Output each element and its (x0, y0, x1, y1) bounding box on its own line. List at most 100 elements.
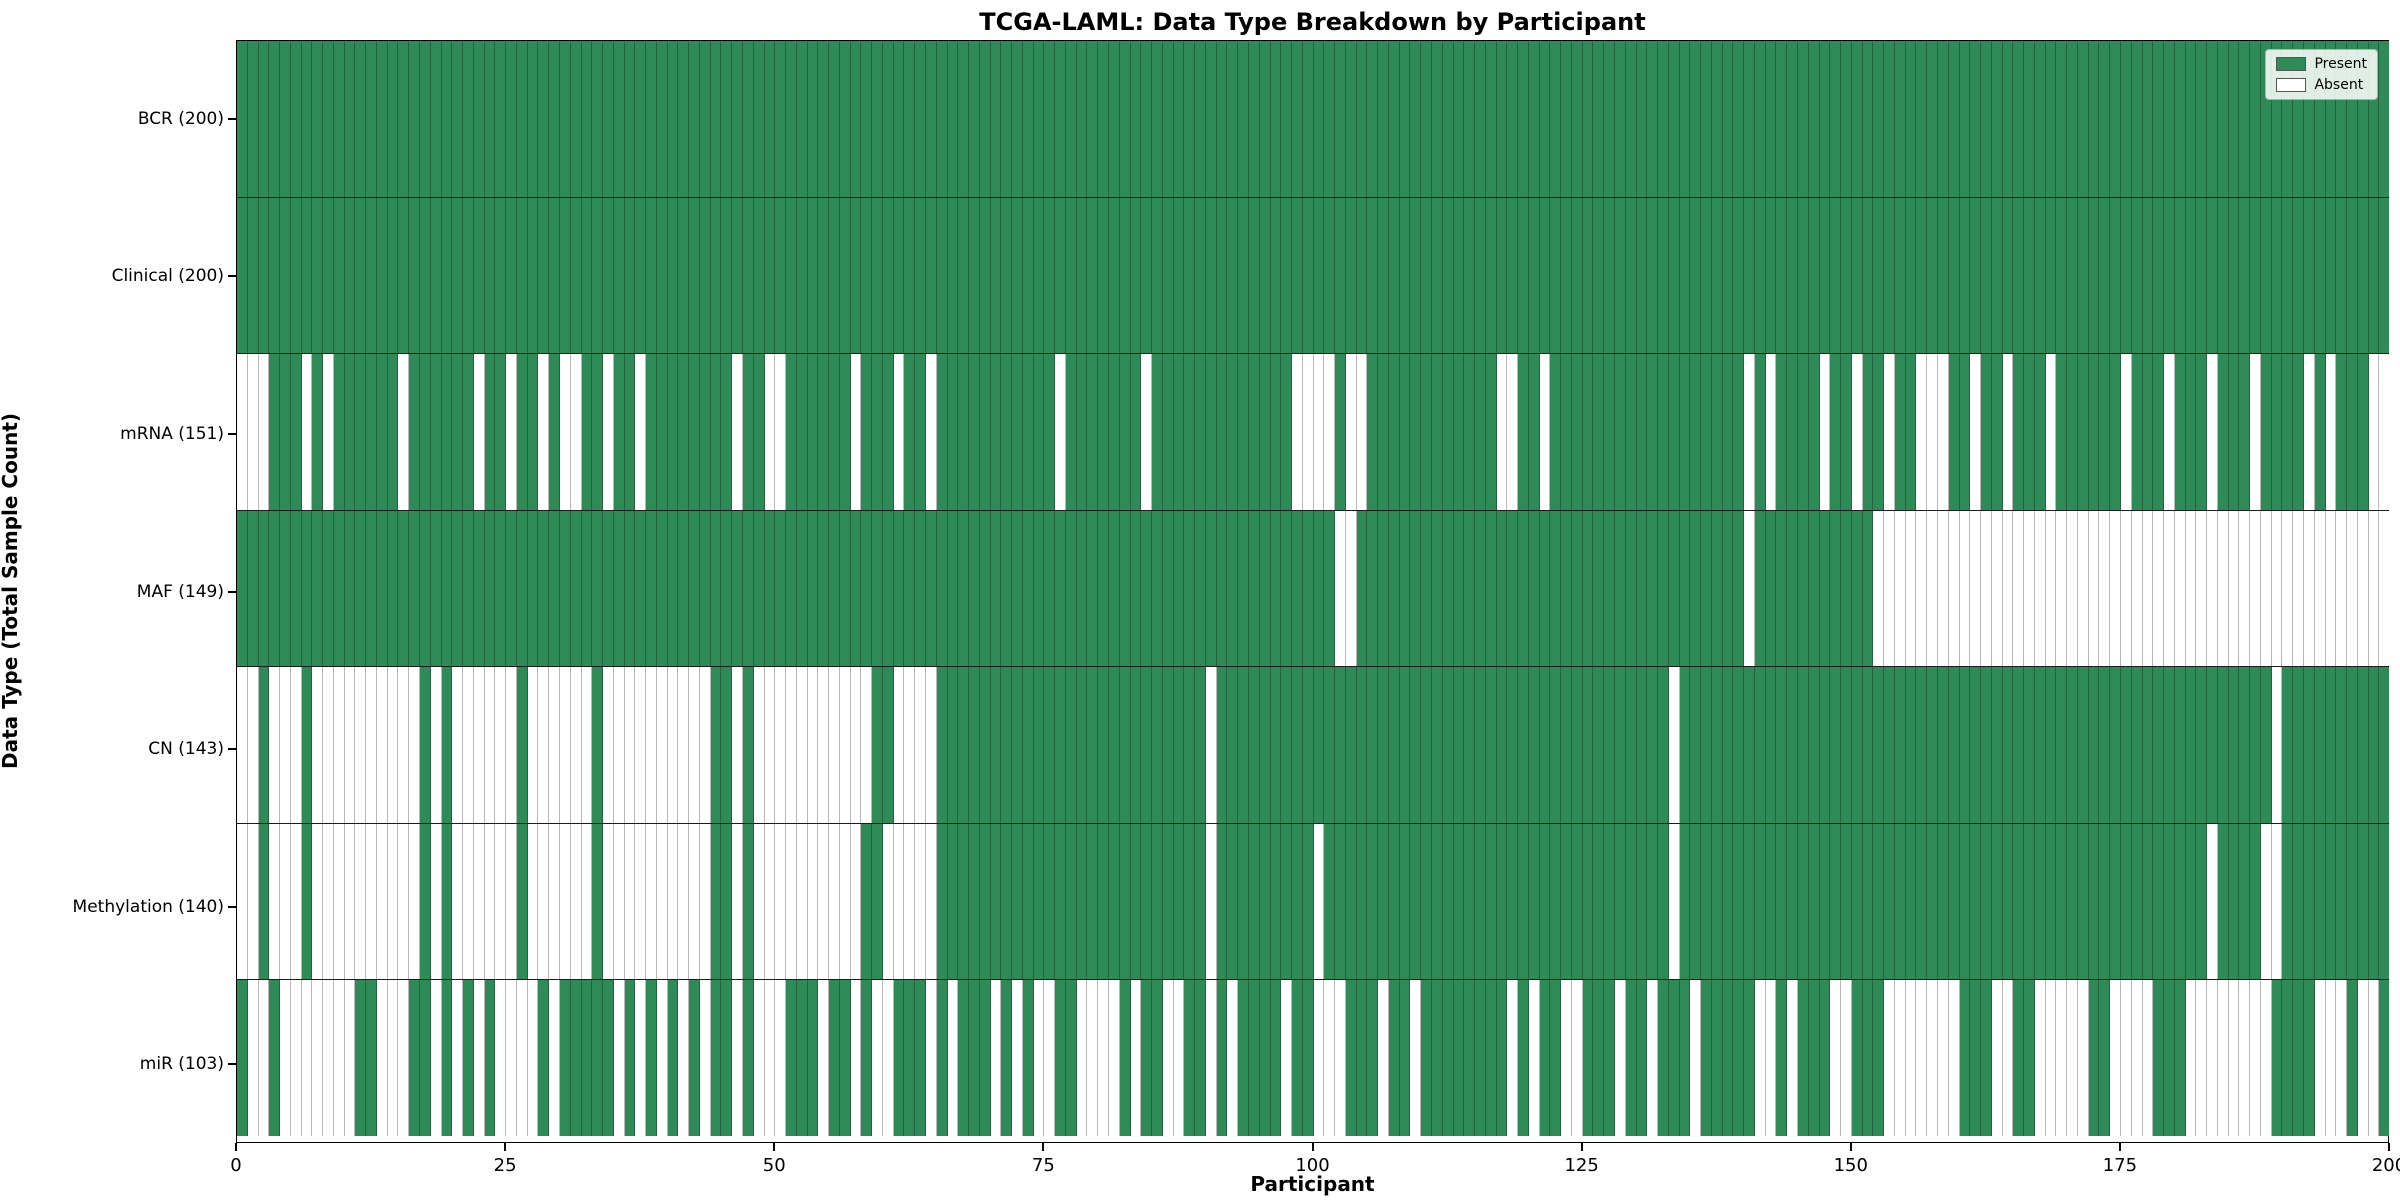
heatmap-cell (355, 354, 367, 510)
heatmap-cell (1744, 197, 1755, 354)
heatmap-cell (699, 980, 711, 1137)
heatmap-cell (592, 41, 604, 197)
heatmap-cell (721, 41, 733, 197)
heatmap-cell (473, 354, 485, 510)
heatmap-cell (1593, 197, 1605, 354)
heatmap-cell (861, 41, 873, 197)
heatmap-cell (936, 823, 948, 980)
heatmap-cell (732, 980, 743, 1137)
heatmap-cell (1905, 354, 1917, 510)
heatmap-cell (1948, 197, 1960, 354)
heatmap-cell (732, 510, 743, 667)
heatmap-cell (872, 667, 883, 823)
heatmap-cell (452, 510, 464, 667)
heatmap-cell (2002, 510, 2014, 667)
heatmap-cell (678, 823, 690, 980)
heatmap-cell (1248, 823, 1260, 980)
heatmap-cell (237, 41, 248, 197)
heatmap-cell (420, 823, 431, 980)
heatmap-cell (581, 510, 593, 667)
heatmap-cell (1615, 980, 1626, 1137)
heatmap-cell (818, 354, 830, 510)
heatmap-cell (915, 510, 926, 667)
heatmap-cell (355, 667, 367, 823)
heatmap-cell (398, 510, 410, 667)
heatmap-cell (484, 41, 496, 197)
heatmap-cell (1948, 510, 1960, 667)
heatmap-cell (1959, 41, 1971, 197)
heatmap-cell (979, 823, 991, 980)
heatmap-cell (1808, 823, 1820, 980)
heatmap-cell (2196, 823, 2208, 980)
legend-absent-label: Absent (2314, 77, 2364, 93)
heatmap-cell (1851, 980, 1863, 1137)
heatmap-cell (1690, 823, 1702, 980)
heatmap-cell (2368, 197, 2380, 354)
heatmap-cell (516, 667, 528, 823)
heatmap-cell (1722, 980, 1734, 1137)
heatmap-cell (1927, 510, 1938, 667)
heatmap-cell (344, 354, 356, 510)
heatmap-cell (1324, 41, 1336, 197)
heatmap-cell (1604, 354, 1615, 510)
heatmap-cell (1905, 667, 1917, 823)
heatmap-cell (1442, 823, 1454, 980)
heatmap-cell (506, 41, 517, 197)
heatmap-cell (2056, 823, 2068, 980)
y-tick-label-Methylation: Methylation (140) (72, 896, 224, 917)
heatmap-cell (2250, 667, 2261, 823)
heatmap-cell (742, 197, 754, 354)
heatmap-cell (635, 823, 647, 980)
heatmap-cell (1625, 354, 1637, 510)
x-tick-label-175: 175 (2102, 1155, 2138, 1176)
heatmap-cell (366, 41, 377, 197)
heatmap-cell (1798, 197, 1809, 354)
heatmap-cell (1582, 667, 1594, 823)
heatmap-cell (1356, 823, 1368, 980)
heatmap-cell (1431, 823, 1443, 980)
heatmap-cell (1776, 41, 1788, 197)
heatmap-cell (2282, 980, 2294, 1137)
heatmap-cell (1744, 823, 1755, 980)
heatmap-cell (2271, 354, 2283, 510)
heatmap-cell (1615, 667, 1626, 823)
heatmap-cell (1001, 667, 1013, 823)
heatmap-cell (2034, 197, 2046, 354)
heatmap-cell (1345, 41, 1357, 197)
heatmap-cell (2239, 354, 2251, 510)
heatmap-cell (1862, 667, 1874, 823)
heatmap-cell (1959, 667, 1971, 823)
heatmap-cell (2056, 510, 2068, 667)
heatmap-cell (904, 41, 916, 197)
heatmap-cell (430, 354, 442, 510)
heatmap-cell (1227, 41, 1239, 197)
heatmap-cell (807, 823, 819, 980)
heatmap-cell (1001, 823, 1013, 980)
heatmap-cell (2260, 667, 2272, 823)
heatmap-cell (1388, 667, 1400, 823)
heatmap-cell (1787, 41, 1799, 197)
heatmap-cell (1937, 41, 1949, 197)
heatmap-cell (1765, 980, 1777, 1137)
heatmap-cell (2002, 667, 2014, 823)
heatmap-cell (775, 510, 787, 667)
heatmap-cell (1981, 41, 1992, 197)
heatmap-cell (1313, 667, 1325, 823)
heatmap-cell (1152, 823, 1163, 980)
heatmap-cell (710, 667, 722, 823)
heatmap-cell (861, 667, 873, 823)
heatmap-cell (247, 823, 259, 980)
heatmap-cell (1238, 667, 1249, 823)
heatmap-cell (1733, 980, 1745, 1137)
heatmap-cell (1539, 41, 1551, 197)
heatmap-cell (1022, 197, 1034, 354)
heatmap-cell (732, 41, 743, 197)
heatmap-cell (1270, 41, 1282, 197)
heatmap-cell (882, 667, 894, 823)
heatmap-cell (1571, 980, 1583, 1137)
heatmap-cell (1162, 41, 1174, 197)
heatmap-cell (818, 197, 830, 354)
heatmap-cell (915, 354, 926, 510)
heatmap-cell (247, 197, 259, 354)
heatmap-cell (1507, 197, 1519, 354)
